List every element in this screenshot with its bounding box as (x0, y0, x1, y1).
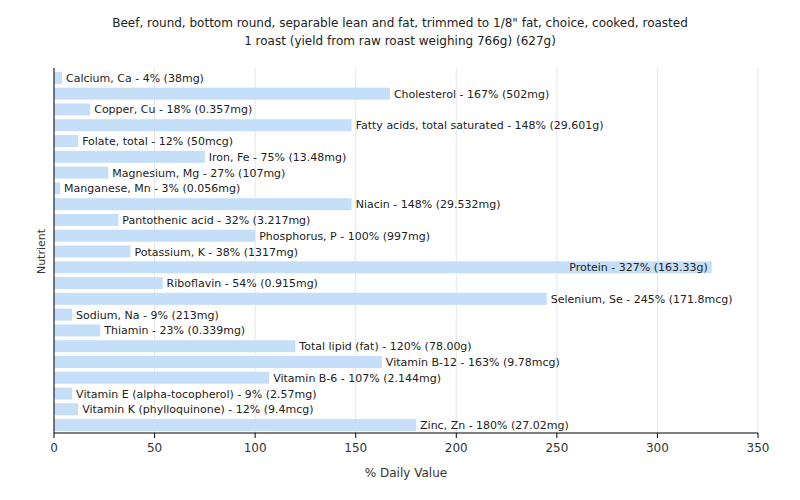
x-tick (355, 433, 356, 438)
bar (54, 388, 72, 400)
bar-label: Potassium, K - 38% (1317mg) (134, 246, 298, 259)
x-tick (154, 433, 155, 438)
y-axis-label: Nutrient (35, 228, 48, 274)
bar-label: Cholesterol - 167% (502mg) (394, 88, 549, 101)
x-tick-label: 50 (147, 441, 162, 455)
bar (54, 119, 352, 131)
bar-label: Iron, Fe - 75% (13.48mg) (209, 151, 346, 164)
grid-line (758, 68, 759, 433)
bar-labels: Calcium, Ca - 4% (38mg) Cholesterol - 167… (64, 72, 733, 432)
bar (54, 277, 163, 289)
bar-label: Vitamin B-12 - 163% (9.78mcg) (386, 356, 560, 369)
x-axis-label: % Daily Value (365, 466, 447, 480)
bar (54, 356, 382, 368)
x-tick-label: 250 (545, 441, 568, 455)
background (0, 0, 800, 500)
bar (54, 72, 62, 84)
bar-label: Folate, total - 12% (50mcg) (82, 135, 233, 148)
bar-label: Copper, Cu - 18% (0.357mg) (94, 103, 252, 116)
bar-label: Fatty acids, total saturated - 148% (29.… (356, 119, 604, 132)
bar (54, 198, 352, 210)
bar (54, 135, 78, 147)
bar (54, 309, 72, 321)
bar (54, 103, 90, 115)
x-tick-label: 100 (244, 441, 267, 455)
bar (54, 261, 712, 273)
bar-label: Vitamin E (alpha-tocopherol) - 9% (2.57m… (76, 388, 316, 401)
chart: Beef, round, bottom round, separable lea… (0, 0, 800, 500)
bar (54, 372, 269, 384)
x-tick-label: 150 (344, 441, 367, 455)
y-axis (54, 68, 55, 433)
x-axis (54, 433, 758, 434)
bar-label: Pantothenic acid - 32% (3.217mg) (122, 214, 310, 227)
bar-label: Zinc, Zn - 180% (27.02mg) (420, 419, 569, 432)
bar-label: Sodium, Na - 9% (213mg) (76, 309, 219, 322)
bar (54, 167, 108, 179)
bar (54, 340, 295, 352)
x-tick-label: 350 (747, 441, 770, 455)
x-tick-label: 300 (646, 441, 669, 455)
x-tick (758, 433, 759, 438)
bar-label: Thiamin - 23% (0.339mg) (103, 324, 245, 337)
bar-label: Total lipid (fat) - 120% (78.00g) (298, 340, 471, 353)
x-tick (456, 433, 457, 438)
bar (54, 151, 205, 163)
bar (54, 214, 118, 226)
bar-label: Phosphorus, P - 100% (997mg) (259, 230, 430, 243)
bar-label: Calcium, Ca - 4% (38mg) (66, 72, 204, 85)
bar-label: Niacin - 148% (29.532mg) (356, 198, 501, 211)
x-tick-label: 200 (445, 441, 468, 455)
bar (54, 293, 547, 305)
bar-label: Magnesium, Mg - 27% (107mg) (112, 167, 285, 180)
grid-line (657, 68, 658, 433)
bar-label: Manganese, Mn - 3% (0.056mg) (64, 182, 240, 195)
bar (54, 230, 255, 242)
bars (54, 72, 712, 431)
bar-label: Protein - 327% (163.33g) (569, 261, 708, 274)
x-tick (54, 433, 55, 438)
bar (54, 324, 100, 336)
bar (54, 182, 60, 194)
x-tick (657, 433, 658, 438)
bar (54, 246, 130, 258)
subtitle: 1 roast (yield from raw roast weighing 7… (244, 34, 556, 48)
bar-label: Riboflavin - 54% (0.915mg) (167, 277, 318, 290)
bar (54, 403, 78, 415)
grid-line (54, 68, 55, 433)
x-tick (556, 433, 557, 438)
bar-label: Vitamin B-6 - 107% (2.144mg) (273, 372, 441, 385)
x-tick-label: 0 (50, 441, 58, 455)
x-tick (255, 433, 256, 438)
bar-label: Vitamin K (phylloquinone) - 12% (9.4mcg) (82, 403, 313, 416)
title: Beef, round, bottom round, separable lea… (112, 16, 688, 30)
bar (54, 88, 390, 100)
bar-label: Selenium, Se - 245% (171.8mcg) (551, 293, 733, 306)
bar (54, 419, 416, 431)
